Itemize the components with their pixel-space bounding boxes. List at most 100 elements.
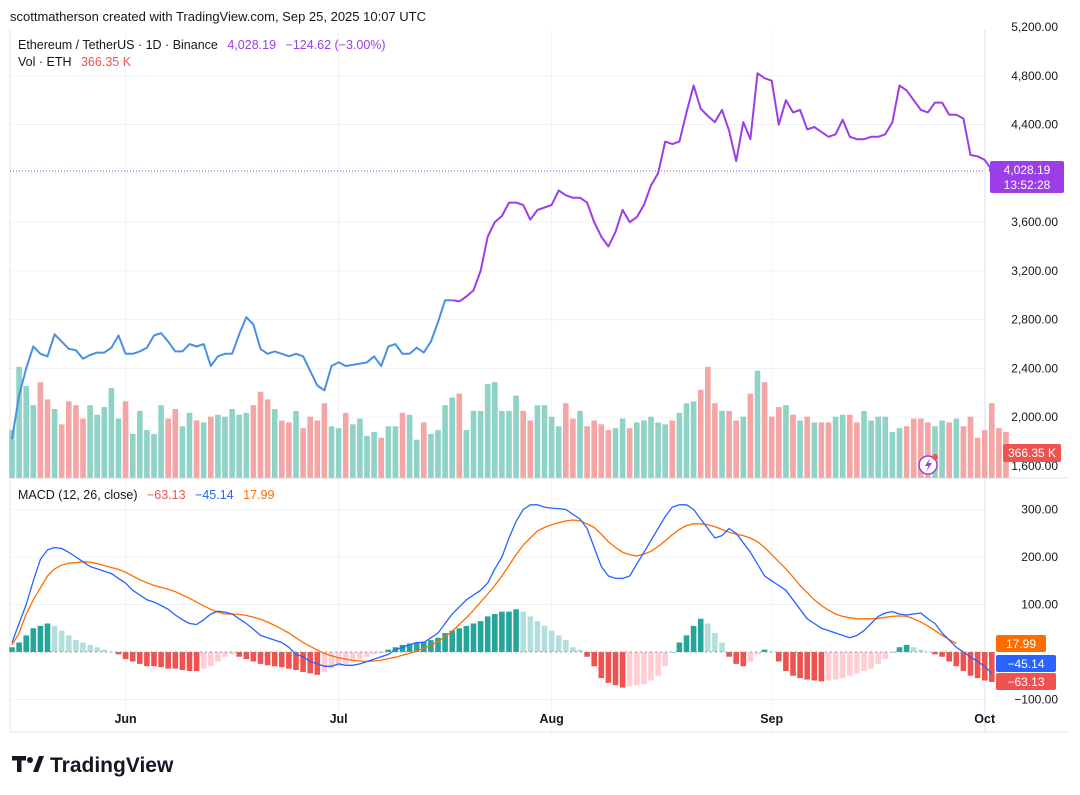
macd-histogram-bar (413, 642, 420, 652)
macd-histogram-bar (215, 652, 221, 662)
macd-histogram-bar (974, 652, 981, 679)
macd-histogram-bar (115, 652, 122, 655)
volume-bar (797, 420, 803, 478)
macd-histogram-bar (989, 652, 995, 682)
volume-bar (854, 422, 860, 478)
macd-histogram-bar (279, 652, 285, 668)
price-badge (990, 161, 1064, 193)
macd-histogram-bar (463, 625, 470, 652)
volume-bar (392, 426, 399, 478)
volume-bar (925, 422, 931, 478)
price-tick-label: 5,200.00 (1011, 20, 1058, 34)
macd-badge (996, 655, 1056, 672)
volume-bar (286, 422, 292, 478)
macd-histogram-bar (903, 644, 910, 652)
volume-bar (520, 410, 526, 478)
macd-histogram-bar (399, 644, 406, 652)
macd-tick-label: −100.00 (1014, 693, 1058, 707)
volume-bar (80, 418, 86, 478)
macd-histogram-bar (421, 641, 427, 652)
volume-bar (321, 403, 328, 478)
macd-histogram-bar (144, 652, 150, 667)
price-tick-label: 4,800.00 (1011, 69, 1058, 83)
volume-bar (406, 414, 413, 478)
macd-lines (11, 504, 993, 674)
macd-histogram-bar (527, 616, 534, 652)
macd-histogram-bar (761, 649, 768, 652)
macd-histogram-bar (690, 625, 697, 652)
macd-histogram-bar (442, 633, 448, 652)
macd-histogram-bar (591, 652, 597, 667)
macd-tick-label: 300.00 (1021, 503, 1058, 517)
volume-bar (513, 395, 519, 478)
volume-bar (200, 422, 207, 478)
volume-bar (612, 428, 619, 478)
macd-histogram-bar (30, 628, 37, 652)
time-tick-label: Oct (974, 712, 996, 726)
volume-bar (747, 393, 754, 478)
macd-histogram-bar (662, 652, 668, 667)
volume-bar (357, 418, 363, 478)
volume-bar (151, 433, 157, 478)
macd-histogram-bar (683, 635, 690, 652)
volume-bar (662, 424, 668, 478)
macd-histogram-bar (619, 652, 626, 688)
macd-histogram-bar (300, 652, 306, 672)
volume-bar (683, 403, 690, 478)
volume-bar (989, 403, 995, 478)
macd-histogram-bar (264, 652, 271, 666)
macd-histogram-bar (733, 652, 739, 664)
volume-bar (768, 416, 775, 478)
macd-histogram-bar (449, 630, 455, 652)
volume-bar (697, 389, 704, 478)
macd-histogram-bar (889, 652, 896, 653)
volume-bar (690, 401, 697, 478)
volume-bar (847, 414, 853, 478)
price-tick-label: 2,800.00 (1011, 313, 1058, 327)
volume-bar (548, 416, 555, 478)
macd-histogram-bar (435, 637, 441, 652)
macd-histogram-bar (626, 652, 633, 687)
macd-histogram-bar (612, 652, 619, 686)
volume-bar (967, 416, 974, 478)
macd-histogram-bar (193, 652, 200, 671)
volume-bar (896, 428, 903, 478)
macd-histogram-bar (94, 647, 100, 652)
macd-tick-label: 200.00 (1021, 550, 1058, 564)
volume-bar (960, 426, 967, 478)
price-tick-label: 2,000.00 (1011, 410, 1058, 424)
volume-bar (435, 430, 441, 478)
macd-histogram-bar (953, 652, 960, 667)
macd-histogram-bar (797, 652, 803, 679)
macd-histogram-bar (484, 616, 491, 652)
macd-histogram-bar (634, 652, 640, 686)
volume-bar (378, 437, 384, 478)
volume-bar (165, 418, 171, 478)
macd-histogram-bar (406, 643, 413, 652)
volume-bar (236, 414, 242, 478)
volume-bar (23, 386, 29, 478)
lightning-icon[interactable] (918, 454, 938, 475)
attribution-text: scottmatherson created with TradingView.… (10, 9, 426, 24)
macd-histogram-bar (470, 623, 477, 652)
macd-histogram-bar (456, 628, 463, 652)
volume-bar (9, 430, 15, 478)
macd-histogram-bar (257, 652, 264, 664)
macd-histogram-bar (158, 652, 164, 668)
volume-bar (87, 405, 93, 478)
volume-bar (413, 439, 420, 478)
volume-bar (910, 418, 917, 478)
tradingview-logo[interactable]: TradingView (12, 754, 174, 777)
volume-bar (58, 424, 65, 478)
volume-bar (669, 420, 676, 478)
hist-badge (996, 673, 1056, 690)
volume-bar (534, 405, 541, 478)
volume-bar (342, 412, 349, 478)
macd-histogram-bar (697, 618, 704, 652)
symbol-legend: Ethereum / TetherUS · 1D · Binance 4,028… (18, 38, 386, 52)
volume-bar (563, 403, 569, 478)
volume-bars (9, 366, 1009, 478)
volume-bar (598, 424, 605, 478)
macd-histogram-bar (200, 652, 207, 669)
volume-value: 366.35 K (81, 55, 132, 69)
